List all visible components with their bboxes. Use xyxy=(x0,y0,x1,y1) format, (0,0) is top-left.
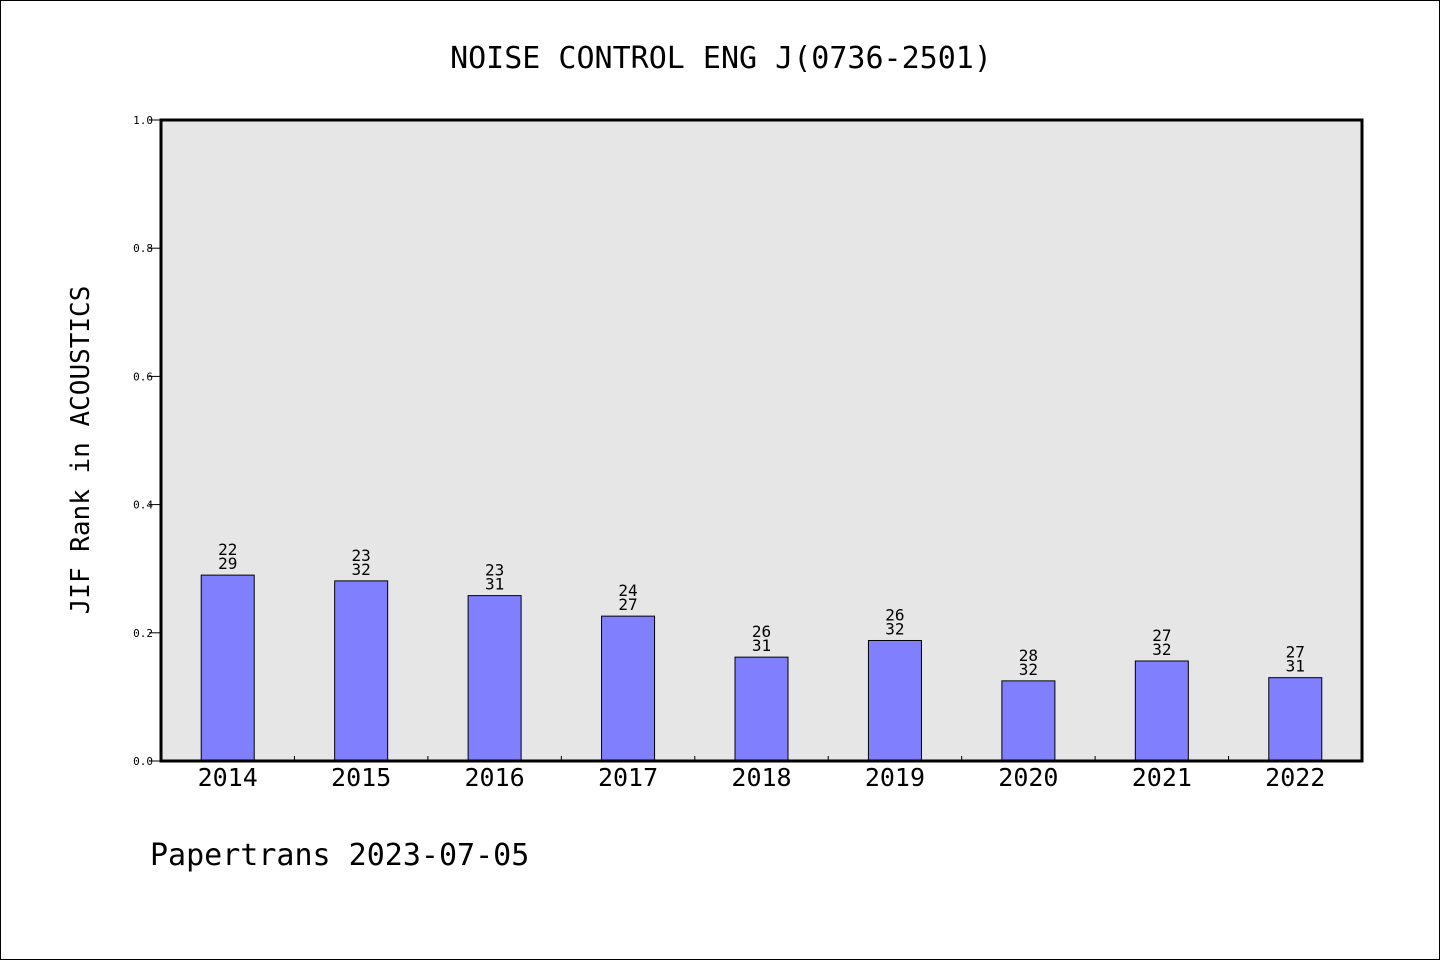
bar-label-bottom: 32 xyxy=(1152,640,1171,659)
bar-label-top: 27 xyxy=(1152,626,1171,645)
bar xyxy=(1001,680,1056,762)
bar xyxy=(601,615,656,762)
plot-area: 0.00.20.40.60.81.02229201423322015233120… xyxy=(133,114,1364,792)
y-tick-label: 0.2 xyxy=(133,627,153,640)
bar-label-top: 26 xyxy=(885,605,904,624)
x-tick-label: 2016 xyxy=(465,763,525,792)
y-tick-label: 1.0 xyxy=(133,114,153,127)
bar xyxy=(467,595,522,762)
footer-text: Papertrans 2023-07-05 xyxy=(150,838,529,873)
bar-label-top: 27 xyxy=(1286,643,1305,662)
bar-label-bottom: 27 xyxy=(618,595,637,614)
x-tick-label: 2021 xyxy=(1132,763,1192,792)
chart-title: NOISE CONTROL ENG J(0736-2501) xyxy=(450,41,992,76)
bar xyxy=(200,574,255,762)
bar-label-bottom: 32 xyxy=(1019,660,1038,679)
bar-label-top: 28 xyxy=(1019,646,1038,665)
x-tick-label: 2019 xyxy=(865,763,925,792)
bar xyxy=(1134,660,1189,762)
y-tick-label: 0.0 xyxy=(133,755,153,768)
bar-label-top: 23 xyxy=(352,546,371,565)
bar-label-top: 22 xyxy=(218,540,237,559)
x-tick-label: 2018 xyxy=(731,763,791,792)
y-tick-label: 0.4 xyxy=(133,499,153,512)
x-tick-label: 2014 xyxy=(198,763,258,792)
bar xyxy=(1268,677,1323,762)
bar-label-bottom: 31 xyxy=(752,636,771,655)
bar-label-top: 26 xyxy=(752,622,771,641)
x-tick-label: 2015 xyxy=(331,763,391,792)
y-tick-label: 0.6 xyxy=(133,370,153,383)
bar-label-bottom: 29 xyxy=(218,554,237,573)
bar-label-bottom: 32 xyxy=(352,560,371,579)
bar-label-bottom: 32 xyxy=(885,619,904,638)
x-tick-label: 2020 xyxy=(998,763,1058,792)
bar xyxy=(734,656,789,762)
bar xyxy=(867,639,922,762)
x-tick-label: 2017 xyxy=(598,763,658,792)
bar-label-bottom: 31 xyxy=(485,575,504,594)
y-tick-label: 0.8 xyxy=(133,242,153,255)
bar-label-bottom: 31 xyxy=(1286,657,1305,676)
y-axis-label: JIF Rank in ACOUSTICS xyxy=(66,286,96,615)
x-tick-label: 2022 xyxy=(1265,763,1325,792)
bar-label-top: 23 xyxy=(485,561,504,580)
bar-label-top: 24 xyxy=(618,581,637,600)
bar xyxy=(334,580,389,762)
plot-border xyxy=(159,118,1364,763)
